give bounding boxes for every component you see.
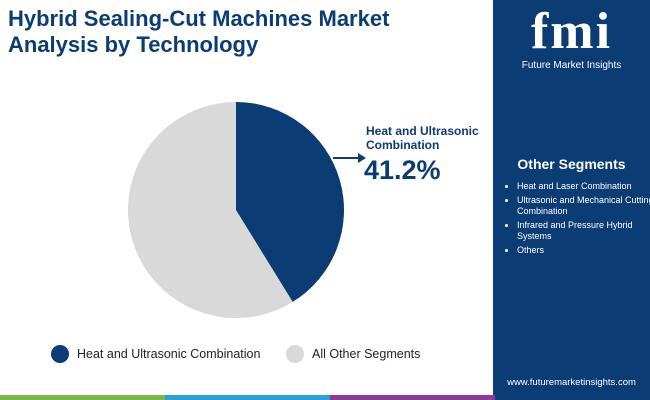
legend-swatch <box>51 345 69 363</box>
segment-item: Heat and Laser Combination <box>517 181 650 193</box>
strip <box>0 395 165 400</box>
segment-item: Infrared and Pressure Hybrid Systems <box>517 220 650 243</box>
sidebar: fmi Future Market Insights Other Segment… <box>493 0 650 395</box>
website: www.futuremarketinsights.com <box>507 377 636 388</box>
brand: Future Market Insights <box>521 60 622 71</box>
chart-title: Hybrid Sealing-Cut Machines Market Analy… <box>8 6 390 57</box>
segment-item: Others <box>517 245 650 257</box>
strip <box>330 395 495 400</box>
strip <box>165 395 330 400</box>
pie-chart <box>128 102 366 318</box>
value-label: 41.2% <box>364 155 441 185</box>
legend-item: All Other Segments <box>286 345 420 363</box>
pie-slice <box>236 102 345 302</box>
callout-arrow <box>358 153 366 163</box>
legend-label: All Other Segments <box>312 347 421 361</box>
legend-swatch <box>286 345 304 363</box>
callout-label: Heat and Ultrasonic Combination <box>366 124 479 152</box>
legend-label: Heat and Ultrasonic Combination <box>77 347 261 361</box>
sidebar-heading: Other Segments <box>517 156 626 172</box>
segment-item: Ultrasonic and Mechanical Cutting Combin… <box>517 195 650 218</box>
segment-list: Heat and Laser Combination Ultrasonic an… <box>501 181 650 258</box>
pie-slice <box>128 102 293 318</box>
strip <box>495 395 650 400</box>
legend-item: Heat and Ultrasonic Combination <box>51 345 260 363</box>
logo: fmi <box>530 3 613 60</box>
